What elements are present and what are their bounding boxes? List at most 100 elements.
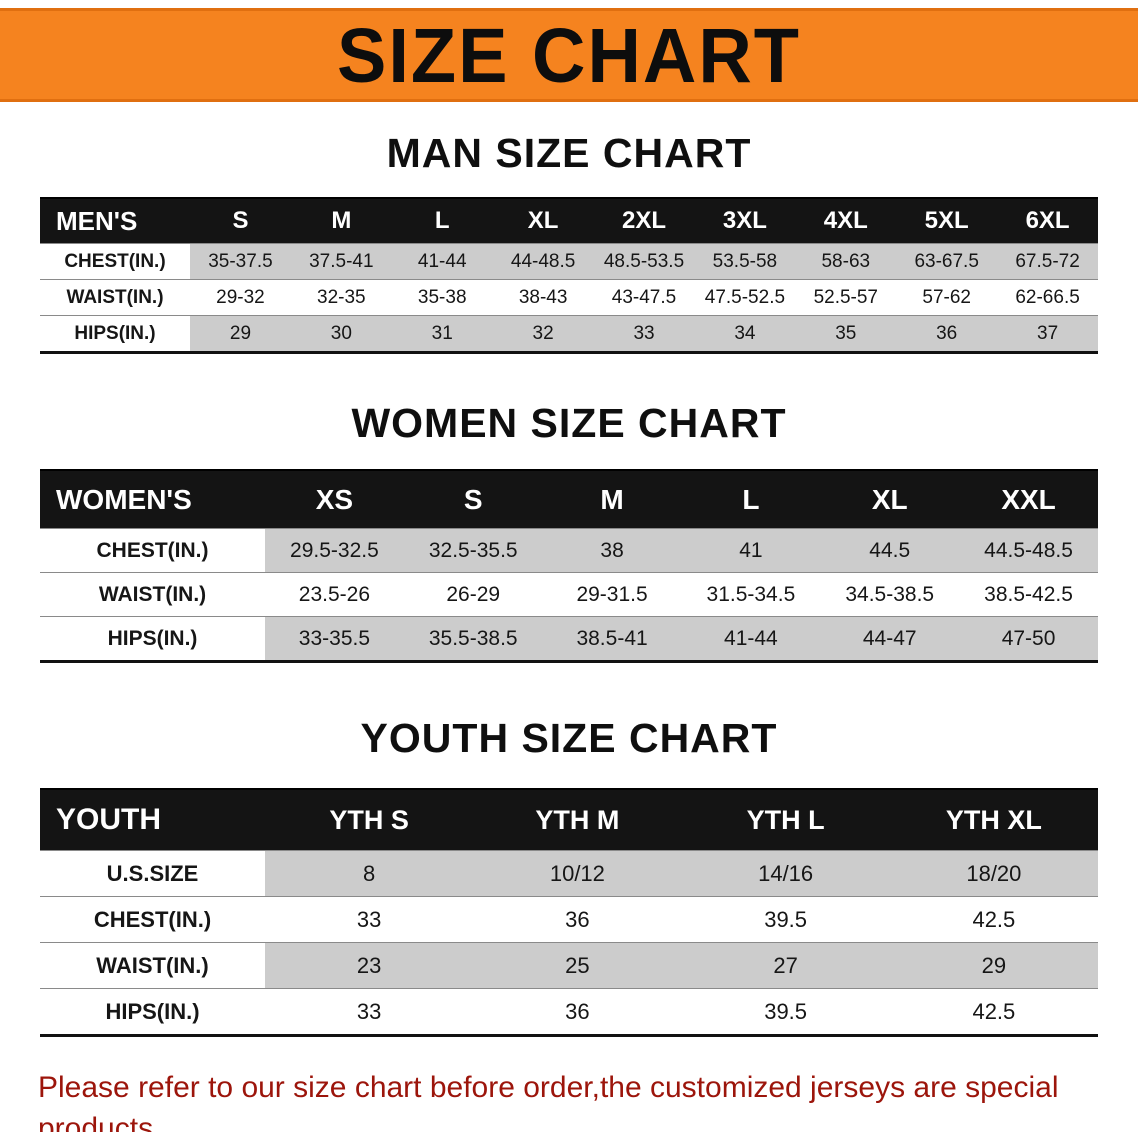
column-header: 2XL — [622, 207, 667, 234]
table-row: CHEST(IN.) 29.5-32.5 32.5-35.5 38 41 44.5 44.5… — [40, 528, 1098, 572]
table-row: CHEST(IN.) 35-37.5 37.5-41 41-44 44-48.5 48.5… — [40, 243, 1099, 279]
column-header: YTH M — [535, 804, 620, 835]
row-label: HIPS(IN.) — [40, 989, 265, 1034]
size-value-cell: 41-44 — [681, 617, 821, 660]
size-value-cell: 31 — [391, 316, 493, 351]
size-value-cell: 26-29 — [403, 573, 543, 616]
column-header: M — [600, 483, 624, 515]
size-value-cell: 63-67.5 — [896, 244, 998, 279]
size-value-cell: 47.5-52.5 — [694, 280, 796, 315]
size-value-cell: 32 — [492, 316, 594, 351]
size-value-cell: 44-47 — [820, 617, 960, 660]
column-header: L — [742, 483, 760, 515]
footer-note: Please refer to our size chart before or… — [38, 1067, 1100, 1132]
banner-title: SIZE CHART — [337, 11, 801, 99]
row-label: CHEST(IN.) — [40, 244, 190, 279]
column-header: XL — [527, 207, 559, 234]
size-value-cell: 43-47.5 — [593, 280, 695, 315]
size-value-cell: 32.5-35.5 — [403, 529, 543, 572]
table-row: U.S.SIZE 8 10/12 14/16 18/20 — [40, 850, 1098, 896]
row-label: WAIST(IN.) — [40, 573, 265, 616]
column-header: XS — [315, 483, 354, 515]
size-value-cell: 27 — [681, 943, 890, 988]
table-row: CHEST(IN.) 33 36 39.5 42.5 — [40, 896, 1098, 942]
youth-corner-label: YOUTH — [56, 803, 161, 836]
youth-size-table: YOUTH YTH S YTH M YTH L YTH XL U.S.SIZE 8 10/12… — [40, 788, 1098, 1037]
size-value-cell: 42.5 — [889, 989, 1098, 1034]
size-value-cell: 39.5 — [681, 989, 890, 1034]
row-label: WAIST(IN.) — [40, 943, 265, 988]
table-row: WAIST(IN.) 23.5-26 26-29 29-31.5 31.5-34.5 34… — [40, 572, 1098, 616]
column-header: YTH S — [329, 804, 409, 835]
column-header: L — [434, 207, 450, 234]
size-value-cell: 33-35.5 — [265, 617, 404, 660]
column-header: YTH XL — [945, 804, 1042, 835]
size-value-cell: 34 — [694, 316, 796, 351]
size-value-cell: 58-63 — [795, 244, 897, 279]
row-label: HIPS(IN.) — [40, 316, 190, 351]
size-value-cell: 39.5 — [681, 897, 890, 942]
size-value-cell: 33 — [593, 316, 695, 351]
column-header: XL — [871, 483, 908, 515]
size-value-cell: 29.5-32.5 — [265, 529, 404, 572]
table-row: WAIST(IN.) 23 25 27 29 — [40, 942, 1098, 988]
column-header: 4XL — [823, 207, 868, 234]
size-value-cell: 23 — [265, 943, 474, 988]
column-header: XXL — [1001, 483, 1056, 515]
size-value-cell: 57-62 — [896, 280, 998, 315]
men-size-section: MAN SIZE CHART MEN'S S M L XL 2XL 3XL 4XL 5XL 6XL… — [0, 102, 1138, 354]
size-value-cell: 33 — [265, 989, 474, 1034]
size-value-cell: 8 — [265, 851, 474, 896]
banner: SIZE CHART — [0, 8, 1138, 102]
column-header: M — [331, 207, 352, 234]
column-header: 3XL — [722, 207, 767, 234]
women-section-title: WOMEN SIZE CHART — [351, 400, 787, 446]
table-header-row: YOUTH YTH S YTH M YTH L YTH XL — [40, 788, 1098, 850]
size-value-cell: 41 — [681, 529, 821, 572]
row-label: WAIST(IN.) — [40, 280, 190, 315]
row-label: U.S.SIZE — [40, 851, 265, 896]
footer-note-line-1: Please refer to our size chart before or… — [38, 1071, 1059, 1132]
size-value-cell: 41-44 — [391, 244, 493, 279]
youth-size-section: YOUTH SIZE CHART YOUTH YTH S YTH M YTH L YTH… — [0, 663, 1138, 1037]
size-value-cell: 36 — [473, 989, 682, 1034]
size-value-cell: 44.5-48.5 — [959, 529, 1098, 572]
size-value-cell: 37.5-41 — [290, 244, 392, 279]
size-value-cell: 29 — [889, 943, 1098, 988]
size-value-cell: 47-50 — [959, 617, 1098, 660]
row-label: CHEST(IN.) — [40, 897, 265, 942]
size-value-cell: 37 — [997, 316, 1099, 351]
size-value-cell: 33 — [265, 897, 474, 942]
size-value-cell: 32-35 — [290, 280, 392, 315]
size-value-cell: 18/20 — [889, 851, 1098, 896]
column-header: 5XL — [924, 207, 969, 234]
table-header-row: MEN'S S M L XL 2XL 3XL 4XL 5XL 6XL — [40, 197, 1098, 243]
size-value-cell: 42.5 — [889, 897, 1098, 942]
size-value-cell: 52.5-57 — [795, 280, 897, 315]
women-corner-label: WOMEN'S — [56, 483, 192, 515]
size-value-cell: 35.5-38.5 — [403, 617, 543, 660]
size-value-cell: 48.5-53.5 — [593, 244, 695, 279]
size-value-cell: 30 — [290, 316, 392, 351]
size-value-cell: 14/16 — [681, 851, 890, 896]
size-value-cell: 35-37.5 — [190, 244, 291, 279]
size-value-cell: 36 — [896, 316, 998, 351]
size-value-cell: 44-48.5 — [492, 244, 594, 279]
youth-section-title: YOUTH SIZE CHART — [360, 715, 778, 761]
size-value-cell: 25 — [473, 943, 682, 988]
size-value-cell: 36 — [473, 897, 682, 942]
size-value-cell: 29-32 — [190, 280, 291, 315]
table-row: HIPS(IN.) 29 30 31 32 33 34 35 36 37 — [40, 315, 1099, 351]
size-value-cell: 38-43 — [492, 280, 594, 315]
row-label: CHEST(IN.) — [40, 529, 265, 572]
table-row: WAIST(IN.) 29-32 32-35 35-38 38-43 43-47.5 47.… — [40, 279, 1099, 315]
size-value-cell: 38 — [542, 529, 682, 572]
size-value-cell: 34.5-38.5 — [820, 573, 960, 616]
table-row: HIPS(IN.) 33 36 39.5 42.5 — [40, 988, 1098, 1034]
size-value-cell: 38.5-41 — [542, 617, 682, 660]
size-value-cell: 67.5-72 — [997, 244, 1099, 279]
size-value-cell: 44.5 — [820, 529, 960, 572]
size-value-cell: 62-66.5 — [997, 280, 1099, 315]
size-value-cell: 10/12 — [473, 851, 682, 896]
size-value-cell: 29-31.5 — [542, 573, 682, 616]
